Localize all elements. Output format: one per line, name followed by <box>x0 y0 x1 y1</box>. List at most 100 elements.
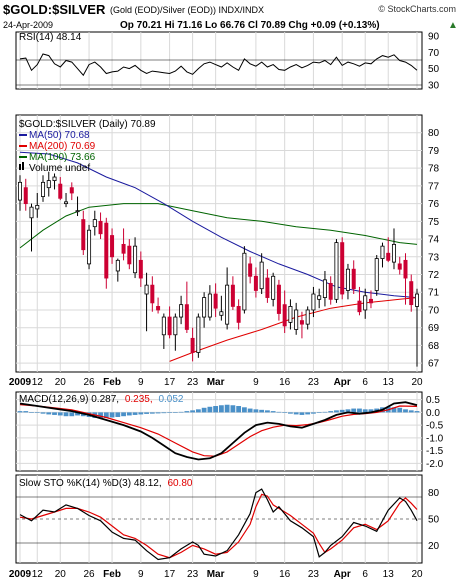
candle-up <box>64 201 69 205</box>
symbol-title: $GOLD:$SILVER <box>3 2 106 17</box>
candle-up <box>334 242 339 300</box>
price-tick-label: 74 <box>428 235 440 246</box>
macd-histogram-bar <box>357 408 362 413</box>
macd-histogram-bar <box>288 412 293 414</box>
macd-histogram-bar <box>115 412 121 417</box>
price-panel: $GOLD:$SILVER (Daily) 70.89 MA(50) 70.68… <box>15 114 440 373</box>
date-tick-label: 20 <box>55 377 67 388</box>
macd-histogram-bar <box>339 409 345 413</box>
copyright-text: © StockCharts.com <box>378 4 456 14</box>
candle-up <box>259 261 264 290</box>
candle-up <box>288 306 293 323</box>
candle-up <box>414 293 419 307</box>
candle-down <box>127 245 132 265</box>
price-tick-label: 80 <box>428 128 440 139</box>
date-tick-label: 23 <box>308 569 320 580</box>
date-tick-label: 12 <box>32 377 44 388</box>
date-tick-label: 23 <box>187 569 199 580</box>
candle-down <box>299 320 304 325</box>
legend-entry: MA(100) 73.66 <box>29 152 96 163</box>
candle-up <box>17 181 22 201</box>
legend-entry: MA(200) 70.69 <box>29 141 96 152</box>
date-axis-lower: 2009 12 20 26 Feb 9 17 23 Mar 9 16 23 Apr 6 13 20 <box>9 569 423 580</box>
macd-histogram-bar <box>368 409 374 413</box>
date-tick-label: 6 <box>362 569 368 580</box>
rsi-tick-label: 30 <box>428 80 440 91</box>
candle-up <box>380 245 385 259</box>
candle-down <box>403 259 408 279</box>
candle-down <box>236 306 241 323</box>
candle-down <box>190 337 195 353</box>
candle-up <box>305 309 310 325</box>
macd-histogram-bar <box>345 409 351 413</box>
price-tick-label: 77 <box>428 181 440 192</box>
macd-histogram-bar <box>149 412 155 414</box>
candle-down <box>121 243 126 254</box>
candle-up <box>317 295 322 300</box>
price-tick-label: 78 <box>428 164 440 175</box>
candle-up <box>322 279 327 298</box>
macd-label: MACD(12,26,9) 0.287, 0.235, 0.052 <box>19 394 184 405</box>
rsi-label: RSI(14) 48.14 <box>19 32 82 43</box>
candle-up <box>225 284 230 325</box>
date-tick-label: 13 <box>383 569 395 580</box>
macd-label-main: MACD(12,26,9) 0.287, <box>19 394 119 405</box>
price-label: $GOLD:$SILVER (Daily) 70.89 <box>19 119 156 130</box>
macd-histogram-bar <box>334 410 339 413</box>
symbol-description: (Gold (EOD)/Silver (EOD)) INDX/INDX <box>110 5 264 15</box>
macd-histogram-bar <box>322 411 328 413</box>
sto-tick-label: 80 <box>428 488 440 499</box>
candle-down <box>248 263 253 277</box>
macd-histogram-bar <box>34 412 40 413</box>
candle-up <box>363 295 368 311</box>
macd-tick-label: 0.0 <box>426 408 440 419</box>
candle-up <box>41 181 46 197</box>
macd-histogram-bar <box>293 412 299 415</box>
macd-histogram-bar <box>75 412 80 416</box>
macd-histogram-bar <box>52 412 57 415</box>
rsi-frame <box>15 31 423 90</box>
candle-down <box>167 316 172 336</box>
candle-up <box>144 284 149 295</box>
macd-panel: MACD(12,26,9) 0.287, 0.235, 0.052 0.5 0.0… <box>15 391 444 472</box>
candle-up <box>87 229 92 265</box>
candle-up <box>75 210 80 213</box>
macd-histogram-bar <box>397 407 403 413</box>
macd-histogram-bar <box>236 406 242 413</box>
macd-histogram-bar <box>184 411 190 413</box>
date-tick-label: 17 <box>164 377 176 388</box>
macd-histogram-bar <box>201 407 207 413</box>
macd-histogram-bar <box>46 412 52 415</box>
macd-histogram-bar <box>57 412 63 416</box>
candle-up <box>391 243 396 263</box>
candle-down <box>328 282 333 300</box>
candle-up <box>311 293 316 311</box>
candle-down <box>368 298 373 304</box>
date-tick-label: 23 <box>308 377 320 388</box>
candle-down <box>213 293 218 309</box>
macd-histogram-bar <box>247 408 253 413</box>
date-tick-label: Apr <box>334 569 351 580</box>
macd-histogram-bar <box>98 412 103 419</box>
candle-up <box>196 316 201 353</box>
ma50-line <box>19 151 418 299</box>
macd-histogram-bar <box>391 407 397 413</box>
candle-up <box>161 316 166 336</box>
candle-up <box>345 268 350 291</box>
date-tick-label: 16 <box>279 569 291 580</box>
price-tick-label: 69 <box>428 323 440 334</box>
up-arrow-icon: ▲ <box>448 20 458 31</box>
price-tick-label: 72 <box>428 270 440 281</box>
candle-up <box>173 316 178 336</box>
macd-histogram-bar <box>132 412 138 415</box>
candle-up <box>374 258 379 291</box>
macd-histogram-bar <box>195 409 201 413</box>
date-tick-label: 26 <box>83 377 95 388</box>
volume-bar-icon <box>19 164 21 170</box>
date-tick-label: 2009 <box>9 569 32 580</box>
date-tick-label: 13 <box>383 377 395 388</box>
macd-histogram-bar <box>103 412 109 418</box>
price-tick-label: 71 <box>428 288 440 299</box>
macd-histogram-bar <box>224 404 230 413</box>
